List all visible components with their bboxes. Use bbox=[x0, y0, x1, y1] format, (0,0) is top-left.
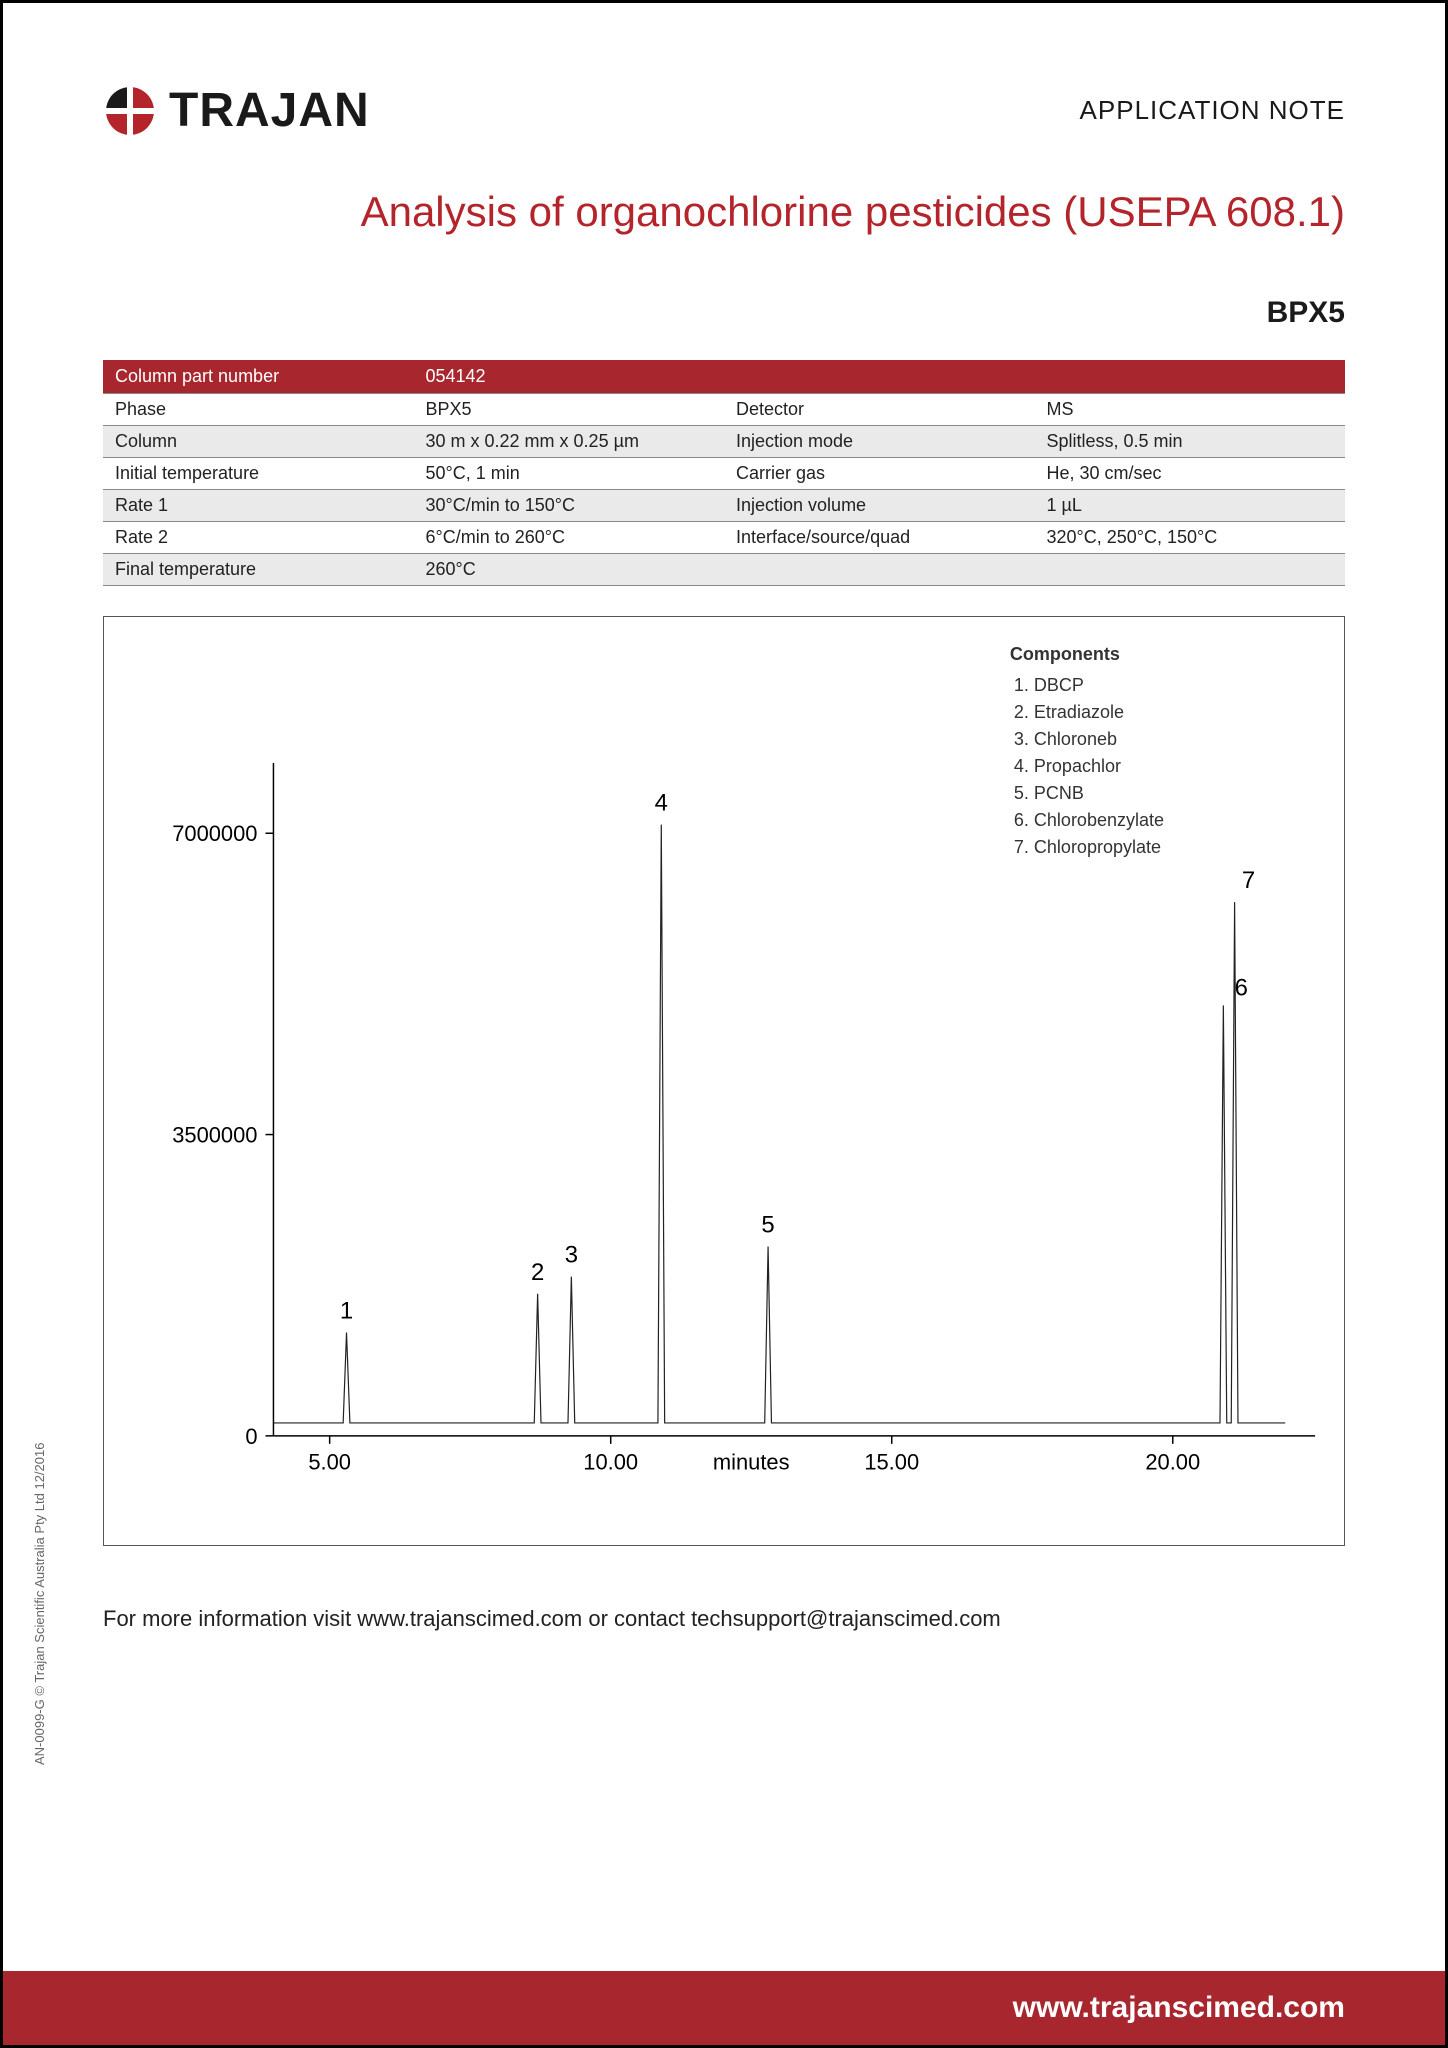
svg-text:minutes: minutes bbox=[713, 1450, 790, 1475]
table-cell: 1 µL bbox=[1035, 490, 1346, 522]
svg-text:2: 2 bbox=[531, 1259, 544, 1286]
table-cell: MS bbox=[1035, 394, 1346, 426]
page-title: Analysis of organochlorine pesticides (U… bbox=[103, 188, 1345, 236]
svg-text:1: 1 bbox=[340, 1298, 353, 1325]
table-cell: Rate 1 bbox=[103, 490, 414, 522]
svg-text:4: 4 bbox=[655, 790, 668, 817]
svg-text:3: 3 bbox=[565, 1242, 578, 1269]
table-cell: Phase bbox=[103, 394, 414, 426]
components-legend: Components DBCPEtradiazoleChloronebPropa… bbox=[1010, 641, 1164, 861]
table-cell: Detector bbox=[724, 394, 1035, 426]
table-cell: Final temperature bbox=[103, 554, 414, 586]
svg-text:5: 5 bbox=[761, 1212, 774, 1239]
parameters-table: Column part number 054142 PhaseBPX5Detec… bbox=[103, 360, 1345, 586]
table-header-label: Column part number bbox=[103, 360, 414, 394]
component-item: Chloroneb bbox=[1034, 726, 1164, 753]
component-item: Etradiazole bbox=[1034, 699, 1164, 726]
components-title: Components bbox=[1010, 641, 1164, 668]
table-cell: 320°C, 250°C, 150°C bbox=[1035, 522, 1346, 554]
component-item: PCNB bbox=[1034, 780, 1164, 807]
table-cell: Injection volume bbox=[724, 490, 1035, 522]
svg-text:0: 0 bbox=[245, 1424, 257, 1449]
footer-url: www.trajanscimed.com bbox=[1013, 1991, 1345, 2024]
table-row: Rate 130°C/min to 150°CInjection volume1… bbox=[103, 490, 1345, 522]
svg-text:5.00: 5.00 bbox=[308, 1450, 351, 1475]
footer-info: For more information visit www.trajansci… bbox=[103, 1606, 1345, 1632]
table-cell: He, 30 cm/sec bbox=[1035, 458, 1346, 490]
header: TRAJAN APPLICATION NOTE bbox=[103, 83, 1345, 138]
component-item: Propachlor bbox=[1034, 753, 1164, 780]
table-cell: 30°C/min to 150°C bbox=[414, 490, 725, 522]
table-cell bbox=[1035, 554, 1346, 586]
document-type: APPLICATION NOTE bbox=[1080, 95, 1345, 126]
table-cell: Interface/source/quad bbox=[724, 522, 1035, 554]
svg-text:6: 6 bbox=[1235, 974, 1248, 1001]
table-cell: BPX5 bbox=[414, 394, 725, 426]
table-cell: Initial temperature bbox=[103, 458, 414, 490]
chromatogram-chart: 0 3500000 7000000 5.00 10.00 15.00 20.00 minute… bbox=[103, 616, 1345, 1546]
table-cell: Injection mode bbox=[724, 426, 1035, 458]
table-row: Rate 26°C/min to 260°CInterface/source/q… bbox=[103, 522, 1345, 554]
table-cell: Rate 2 bbox=[103, 522, 414, 554]
svg-text:7: 7 bbox=[1242, 867, 1255, 894]
svg-text:20.00: 20.00 bbox=[1145, 1450, 1200, 1475]
table-row: Column30 m x 0.22 mm x 0.25 µmInjection … bbox=[103, 426, 1345, 458]
footer-bar: www.trajanscimed.com bbox=[3, 1971, 1445, 2045]
table-row: Final temperature260°C bbox=[103, 554, 1345, 586]
table-cell: Column bbox=[103, 426, 414, 458]
component-item: Chloropropylate bbox=[1034, 834, 1164, 861]
svg-text:7000000: 7000000 bbox=[172, 821, 257, 846]
brand-name: TRAJAN bbox=[169, 83, 370, 138]
table-cell: Carrier gas bbox=[724, 458, 1035, 490]
svg-text:10.00: 10.00 bbox=[583, 1450, 638, 1475]
component-item: DBCP bbox=[1034, 672, 1164, 699]
table-cell bbox=[724, 554, 1035, 586]
svg-text:3500000: 3500000 bbox=[172, 1123, 257, 1148]
table-row: PhaseBPX5DetectorMS bbox=[103, 394, 1345, 426]
component-item: Chlorobenzylate bbox=[1034, 807, 1164, 834]
table-cell: 6°C/min to 260°C bbox=[414, 522, 725, 554]
table-row: Initial temperature50°C, 1 minCarrier ga… bbox=[103, 458, 1345, 490]
svg-text:15.00: 15.00 bbox=[864, 1450, 919, 1475]
table-header-value: 054142 bbox=[414, 360, 725, 394]
table-cell: 30 m x 0.22 mm x 0.25 µm bbox=[414, 426, 725, 458]
brand-logo: TRAJAN bbox=[103, 83, 370, 138]
logo-icon bbox=[103, 84, 157, 138]
table-cell: 50°C, 1 min bbox=[414, 458, 725, 490]
table-cell: Splitless, 0.5 min bbox=[1035, 426, 1346, 458]
table-cell: 260°C bbox=[414, 554, 725, 586]
page-subtitle: BPX5 bbox=[103, 296, 1345, 330]
document-reference: AN-0099-G © Trajan Scientific Australia … bbox=[32, 1443, 47, 1765]
